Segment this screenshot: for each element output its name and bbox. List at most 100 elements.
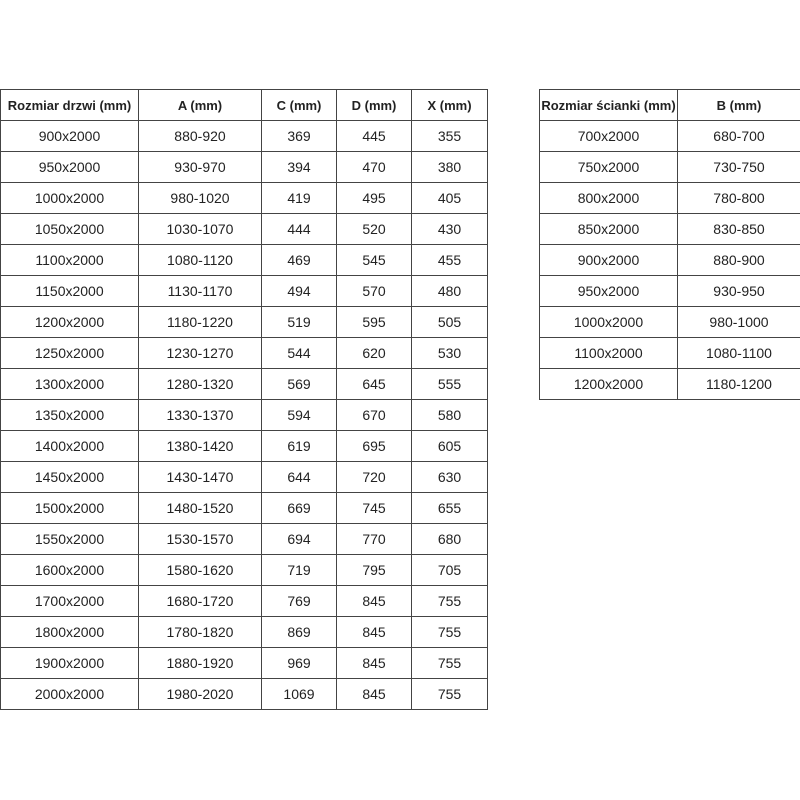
table-cell: 445 xyxy=(336,120,412,152)
table-cell: 930-970 xyxy=(138,151,262,183)
table-cell: 880-920 xyxy=(138,120,262,152)
table-cell: 1000x2000 xyxy=(0,182,139,214)
table-cell: 405 xyxy=(411,182,488,214)
table-row: 850x2000 830-850 xyxy=(539,213,800,245)
table-cell: 845 xyxy=(336,678,412,710)
table-cell: 680-700 xyxy=(677,120,800,152)
table-cell: 800x2000 xyxy=(539,182,678,214)
table-cell: 380 xyxy=(411,151,488,183)
table-cell: 795 xyxy=(336,554,412,586)
table-cell: 750x2000 xyxy=(539,151,678,183)
door-size-table: Rozmiar drzwi (mm) A (mm) C (mm) D (mm) X (m… xyxy=(0,89,488,710)
table-cell: 355 xyxy=(411,120,488,152)
table-cell: 505 xyxy=(411,306,488,338)
table-cell: 830-850 xyxy=(677,213,800,245)
table-cell: 1100x2000 xyxy=(539,337,678,369)
table-cell: 1150x2000 xyxy=(0,275,139,307)
table-cell: 1200x2000 xyxy=(539,368,678,400)
table-row: 1900x2000 1880-1920 969 845 755 xyxy=(0,647,488,679)
table-cell: 755 xyxy=(411,678,488,710)
column-header: Rozmiar ścianki (mm) xyxy=(539,89,678,121)
table-cell: 530 xyxy=(411,337,488,369)
table-cell: 880-900 xyxy=(677,244,800,276)
table-cell: 869 xyxy=(261,616,337,648)
table-row: 800x2000 780-800 xyxy=(539,182,800,214)
column-header: X (mm) xyxy=(411,89,488,121)
table-cell: 1800x2000 xyxy=(0,616,139,648)
table-cell: 1230-1270 xyxy=(138,337,262,369)
table-row: 1000x2000 980-1000 xyxy=(539,306,800,338)
table-cell: 620 xyxy=(336,337,412,369)
table-cell: 1250x2000 xyxy=(0,337,139,369)
header-row: Rozmiar ścianki (mm) B (mm) xyxy=(539,89,800,121)
table-row: 750x2000 730-750 xyxy=(539,151,800,183)
table-row: 1300x2000 1280-1320 569 645 555 xyxy=(0,368,488,400)
table-cell: 1700x2000 xyxy=(0,585,139,617)
table-cell: 1080-1100 xyxy=(677,337,800,369)
table-cell: 755 xyxy=(411,647,488,679)
table-cell: 580 xyxy=(411,399,488,431)
table-row: 1450x2000 1430-1470 644 720 630 xyxy=(0,461,488,493)
table-row: 700x2000 680-700 xyxy=(539,120,800,152)
table-cell: 394 xyxy=(261,151,337,183)
table-cell: 1580-1620 xyxy=(138,554,262,586)
table-cell: 430 xyxy=(411,213,488,245)
table-row: 1400x2000 1380-1420 619 695 605 xyxy=(0,430,488,462)
table-cell: 594 xyxy=(261,399,337,431)
table-cell: 1180-1200 xyxy=(677,368,800,400)
table-cell: 845 xyxy=(336,585,412,617)
column-header: C (mm) xyxy=(261,89,337,121)
table-cell: 545 xyxy=(336,244,412,276)
table-cell: 770 xyxy=(336,523,412,555)
table-cell: 644 xyxy=(261,461,337,493)
table-cell: 645 xyxy=(336,368,412,400)
table-cell: 969 xyxy=(261,647,337,679)
table-cell: 900x2000 xyxy=(539,244,678,276)
table-cell: 630 xyxy=(411,461,488,493)
table-cell: 719 xyxy=(261,554,337,586)
table-cell: 930-950 xyxy=(677,275,800,307)
table-cell: 570 xyxy=(336,275,412,307)
table-cell: 769 xyxy=(261,585,337,617)
table-row: 1100x2000 1080-1120 469 545 455 xyxy=(0,244,488,276)
table-row: 950x2000 930-950 xyxy=(539,275,800,307)
table-cell: 520 xyxy=(336,213,412,245)
table-cell: 755 xyxy=(411,616,488,648)
table-row: 1000x2000 980-1020 419 495 405 xyxy=(0,182,488,214)
table-cell: 544 xyxy=(261,337,337,369)
table-cell: 850x2000 xyxy=(539,213,678,245)
column-header: D (mm) xyxy=(336,89,412,121)
table-cell: 1430-1470 xyxy=(138,461,262,493)
table-cell: 1130-1170 xyxy=(138,275,262,307)
table-cell: 595 xyxy=(336,306,412,338)
table-cell: 1380-1420 xyxy=(138,430,262,462)
column-header: Rozmiar drzwi (mm) xyxy=(0,89,139,121)
table-cell: 700x2000 xyxy=(539,120,678,152)
table-cell: 980-1020 xyxy=(138,182,262,214)
table-cell: 1350x2000 xyxy=(0,399,139,431)
table-cell: 730-750 xyxy=(677,151,800,183)
table-cell: 494 xyxy=(261,275,337,307)
table-cell: 1069 xyxy=(261,678,337,710)
table-row: 1350x2000 1330-1370 594 670 580 xyxy=(0,399,488,431)
table-cell: 745 xyxy=(336,492,412,524)
table-row: 1550x2000 1530-1570 694 770 680 xyxy=(0,523,488,555)
table-cell: 469 xyxy=(261,244,337,276)
table-cell: 1980-2020 xyxy=(138,678,262,710)
table-cell: 1300x2000 xyxy=(0,368,139,400)
table-cell: 455 xyxy=(411,244,488,276)
table-cell: 1200x2000 xyxy=(0,306,139,338)
table-cell: 845 xyxy=(336,616,412,648)
table-cell: 419 xyxy=(261,182,337,214)
table-cell: 555 xyxy=(411,368,488,400)
table-cell: 1450x2000 xyxy=(0,461,139,493)
table-cell: 444 xyxy=(261,213,337,245)
table-cell: 1780-1820 xyxy=(138,616,262,648)
table-row: 1800x2000 1780-1820 869 845 755 xyxy=(0,616,488,648)
table-row: 1200x2000 1180-1220 519 595 505 xyxy=(0,306,488,338)
table-cell: 1000x2000 xyxy=(539,306,678,338)
table-cell: 1080-1120 xyxy=(138,244,262,276)
table-row: 900x2000 880-900 xyxy=(539,244,800,276)
column-header: B (mm) xyxy=(677,89,800,121)
table-row: 900x2000 880-920 369 445 355 xyxy=(0,120,488,152)
